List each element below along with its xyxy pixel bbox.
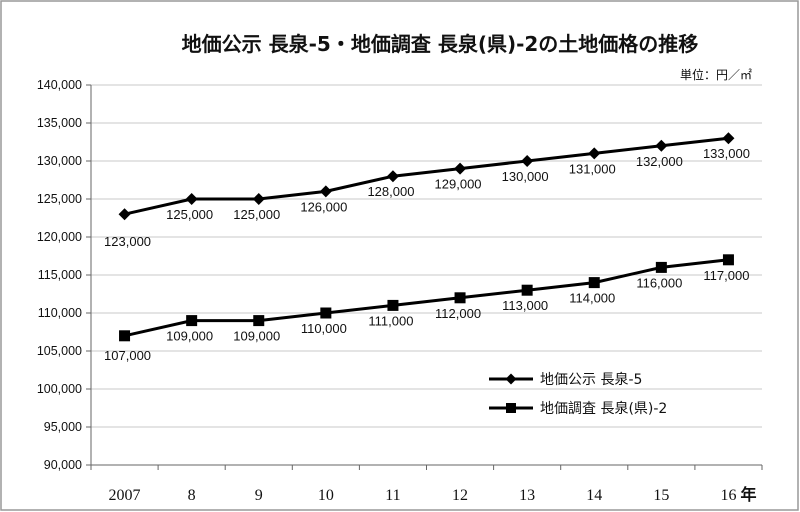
x-tick-label: 10 [318,487,334,504]
data-labels: 123,000 125,000 125,000 126,000 128,000 129,0… [104,146,750,363]
data-label: 117,000 [703,268,749,283]
x-tick-label: 16 [720,487,736,504]
data-label: 128,000 [367,184,414,199]
x-tick-label: 8 [188,487,196,504]
legend: 地価公示 長泉-5 地価調査 長泉(県)-2 [489,371,667,417]
diamond-marker [521,155,534,167]
x-axis-unit-suffix: 年 [740,485,756,504]
data-label: 113,000 [502,298,548,313]
unit-label: 単位：円／㎡ [680,67,752,82]
data-label: 112,000 [435,306,481,321]
y-tick-label: 120,000 [37,230,82,244]
diamond-marker [386,170,399,183]
square-marker [506,403,516,413]
x-tick-label: 14 [586,487,602,504]
data-label: 125,000 [233,207,280,222]
data-label: 126,000 [300,199,347,214]
x-tick-label: 9 [255,487,263,504]
square-marker [253,315,265,327]
data-label: 129,000 [435,177,482,192]
data-label: 111,000 [368,313,413,328]
x-tick-label: 2007 [109,487,141,504]
chart-title: 地価公示 長泉-5・地価調査 長泉(県)-2の土地価格の推移 [182,32,699,56]
axes: 90,000 95,000 100,000 105,000 110,000 115,000… [37,78,763,504]
diamond-marker [655,139,668,152]
series-group [118,132,735,342]
data-label: 109,000 [233,329,280,344]
square-marker [588,277,600,289]
data-label: 107,000 [104,348,151,363]
square-marker [320,307,332,319]
y-tick-label: 90,000 [44,458,82,472]
square-marker [119,330,131,342]
y-tick-label: 115,000 [38,268,82,282]
x-tick-label: 15 [653,487,669,504]
square-marker [454,292,466,304]
y-tick-label: 105,000 [37,344,82,358]
data-label: 131,000 [569,161,616,176]
y-tick-label: 130,000 [37,154,82,168]
y-tick-label: 110,000 [38,306,82,320]
y-tick-label: 135,000 [37,116,82,130]
y-tick-label: 140,000 [37,78,82,92]
diamond-marker [319,185,332,198]
square-marker [655,261,667,273]
diamond-marker [722,132,735,145]
legend-label: 地価調査 長泉(県)-2 [540,400,667,417]
data-label: 116,000 [636,275,682,290]
diamond-marker [454,162,467,175]
data-label: 133,000 [703,146,750,161]
data-label: 114,000 [569,291,615,306]
data-label: 123,000 [104,234,151,249]
diamond-marker [252,193,265,205]
gridlines [91,84,762,466]
series-line-2 [124,258,729,338]
legend-label: 地価公示 長泉-5 [540,371,642,388]
series-line-1 [124,136,729,216]
square-marker [186,315,198,327]
x-tick-label: 11 [385,487,400,504]
square-marker [521,284,533,296]
data-label: 110,000 [301,321,347,336]
y-tick-label: 95,000 [44,420,82,434]
square-marker [722,254,734,266]
data-label: 132,000 [636,154,683,169]
x-tick-label: 13 [519,487,535,504]
diamond-marker [118,208,131,221]
diamond-marker [185,193,198,205]
data-label: 125,000 [166,207,213,222]
data-label: 109,000 [166,329,213,344]
y-tick-label: 125,000 [37,192,82,206]
data-label: 130,000 [502,169,549,184]
square-marker [387,299,399,311]
x-tick-label: 12 [452,487,468,504]
diamond-marker [588,147,601,160]
diamond-marker [505,373,517,385]
y-tick-label: 100,000 [37,382,82,396]
